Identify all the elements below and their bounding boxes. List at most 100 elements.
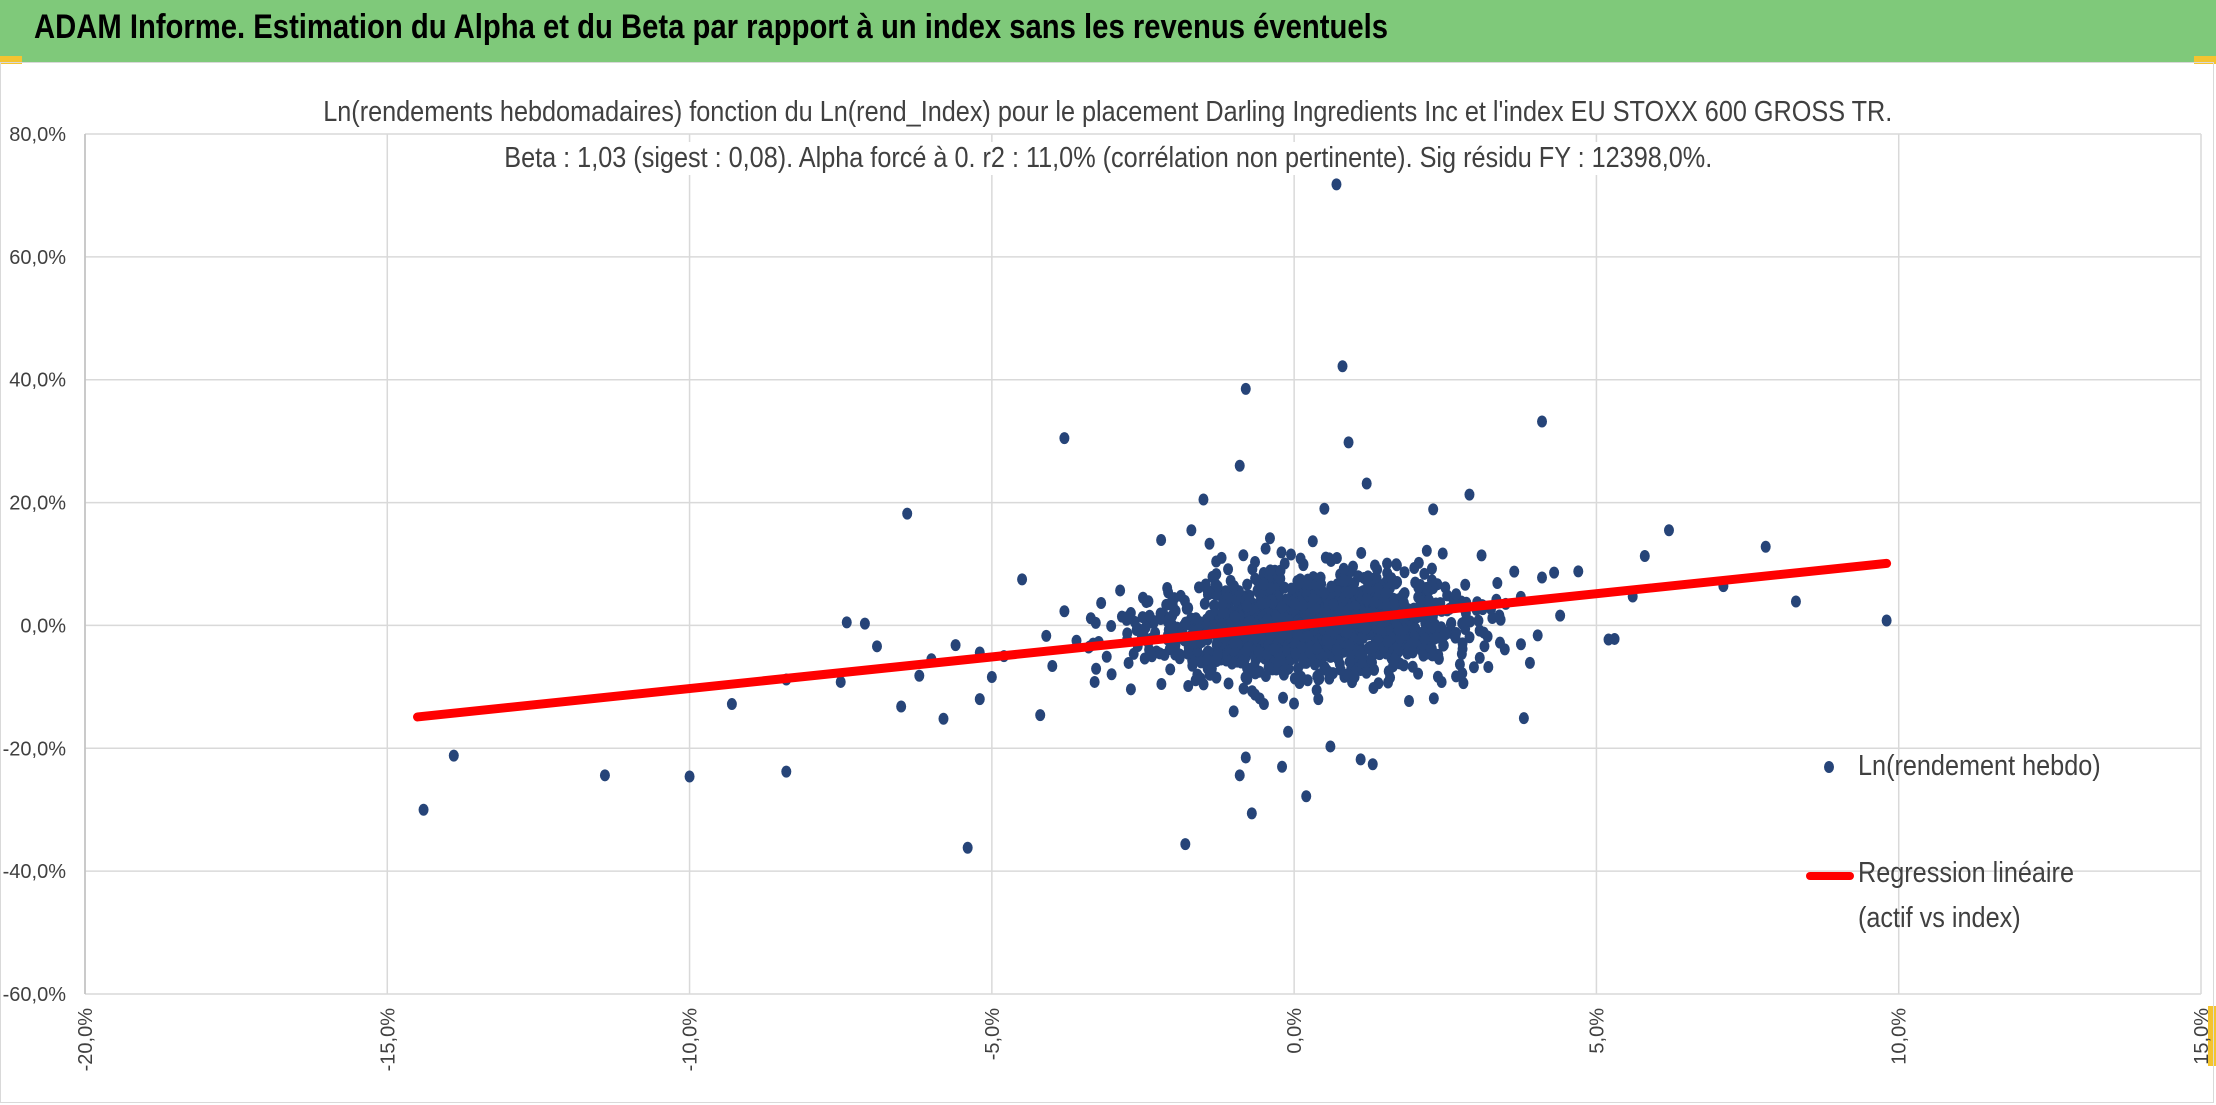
data-point xyxy=(1392,575,1403,588)
data-point xyxy=(962,841,973,854)
data-point xyxy=(1144,643,1155,656)
data-points xyxy=(418,178,1892,854)
data-point xyxy=(1116,610,1127,623)
data-point xyxy=(1289,672,1300,685)
data-point xyxy=(1333,653,1344,666)
data-point xyxy=(1211,671,1222,684)
data-point xyxy=(1106,668,1117,681)
data-point xyxy=(1241,645,1252,658)
data-point xyxy=(1337,360,1348,373)
data-point xyxy=(1663,524,1674,537)
data-point xyxy=(1303,630,1314,643)
data-point xyxy=(418,803,429,816)
data-point xyxy=(1639,550,1650,563)
data-point xyxy=(1555,609,1566,622)
data-point xyxy=(1199,597,1210,610)
x-tick-label: 15,0% xyxy=(2191,1008,2213,1065)
data-point xyxy=(1408,636,1419,649)
data-point xyxy=(1760,540,1771,553)
data-point xyxy=(1277,760,1288,773)
data-point xyxy=(1361,477,1372,490)
data-point xyxy=(1428,503,1439,516)
data-point xyxy=(1198,493,1209,506)
legend-markers xyxy=(1806,761,1854,880)
data-point xyxy=(1090,616,1101,629)
data-point xyxy=(1293,662,1304,675)
y-tick-label: -60,0% xyxy=(3,984,67,1006)
data-point xyxy=(1238,549,1249,562)
data-point xyxy=(1609,632,1620,645)
data-point xyxy=(1320,551,1331,564)
data-point xyxy=(1459,615,1470,628)
data-point xyxy=(1245,615,1256,628)
x-axis-ticks: -20,0% -15,0% -10,0% -5,0% 0,0% 5,0% 10,0% 15,0… xyxy=(75,1008,2213,1072)
data-point xyxy=(1240,751,1251,764)
data-point xyxy=(1164,643,1175,656)
data-point xyxy=(1165,663,1176,676)
data-point xyxy=(781,765,792,778)
report-title: ADAM Informe. Estimation du Alpha et du … xyxy=(34,8,1389,46)
data-point xyxy=(1289,697,1300,710)
data-point xyxy=(1391,558,1402,571)
data-point xyxy=(1398,596,1409,609)
data-point xyxy=(1273,655,1284,668)
chart-title-text-2: Beta : 1,03 (sigest : 0,08). Alpha forcé… xyxy=(498,142,1718,175)
data-point xyxy=(1275,564,1286,577)
data-point xyxy=(1195,672,1206,685)
data-point xyxy=(1468,661,1479,674)
data-point xyxy=(1415,595,1426,608)
gridlines xyxy=(84,133,2202,995)
data-point xyxy=(1262,613,1273,626)
data-point xyxy=(684,770,695,783)
data-point xyxy=(1495,613,1506,626)
data-point xyxy=(1509,565,1520,578)
legend-label-line-2: (actif vs index) xyxy=(1858,902,2021,934)
data-point xyxy=(1089,675,1100,688)
data-point xyxy=(1017,573,1028,586)
y-tick-label: 20,0% xyxy=(9,493,66,515)
data-point xyxy=(1290,647,1301,660)
data-point xyxy=(1276,601,1287,614)
data-point xyxy=(1454,658,1465,671)
data-point xyxy=(841,616,852,629)
data-point xyxy=(1269,643,1280,656)
data-point xyxy=(1250,555,1261,568)
data-point xyxy=(1206,662,1217,675)
data-point xyxy=(1404,694,1415,707)
data-point xyxy=(1373,582,1384,595)
data-point xyxy=(1335,604,1346,617)
chart-title-line-2: Beta : 1,03 (sigest : 0,08). Alpha forcé… xyxy=(0,142,2216,175)
data-point xyxy=(1292,629,1303,642)
data-point xyxy=(1573,565,1584,578)
data-point xyxy=(1167,600,1178,613)
data-point xyxy=(1125,683,1136,696)
data-point xyxy=(1313,693,1324,706)
data-point xyxy=(1140,621,1151,634)
data-point xyxy=(1450,631,1461,644)
data-point xyxy=(726,698,737,711)
data-point xyxy=(1312,670,1323,683)
data-point xyxy=(1437,547,1448,560)
data-point xyxy=(1297,599,1308,612)
data-point xyxy=(1415,579,1426,592)
data-point xyxy=(1293,577,1304,590)
data-point xyxy=(1096,597,1107,610)
data-point xyxy=(1285,548,1296,561)
data-point xyxy=(1356,546,1367,559)
data-point xyxy=(1234,459,1245,472)
data-point xyxy=(1283,725,1294,738)
report-banner: ADAM Informe. Estimation du Alpha et du … xyxy=(0,0,2216,62)
data-point xyxy=(1381,599,1392,612)
data-point xyxy=(1445,617,1456,630)
data-point xyxy=(1383,676,1394,689)
regression-line xyxy=(413,558,1892,722)
regression-line-layer xyxy=(413,558,1892,722)
data-point xyxy=(1289,597,1300,610)
legend-label-points: Ln(rendement hebdo) xyxy=(1858,750,2101,782)
x-tick-label: 10,0% xyxy=(1889,1008,1911,1065)
y-tick-label: -40,0% xyxy=(3,861,67,883)
data-point xyxy=(950,639,961,652)
data-point xyxy=(599,769,610,782)
data-point xyxy=(1451,588,1462,601)
data-point xyxy=(1476,549,1487,562)
